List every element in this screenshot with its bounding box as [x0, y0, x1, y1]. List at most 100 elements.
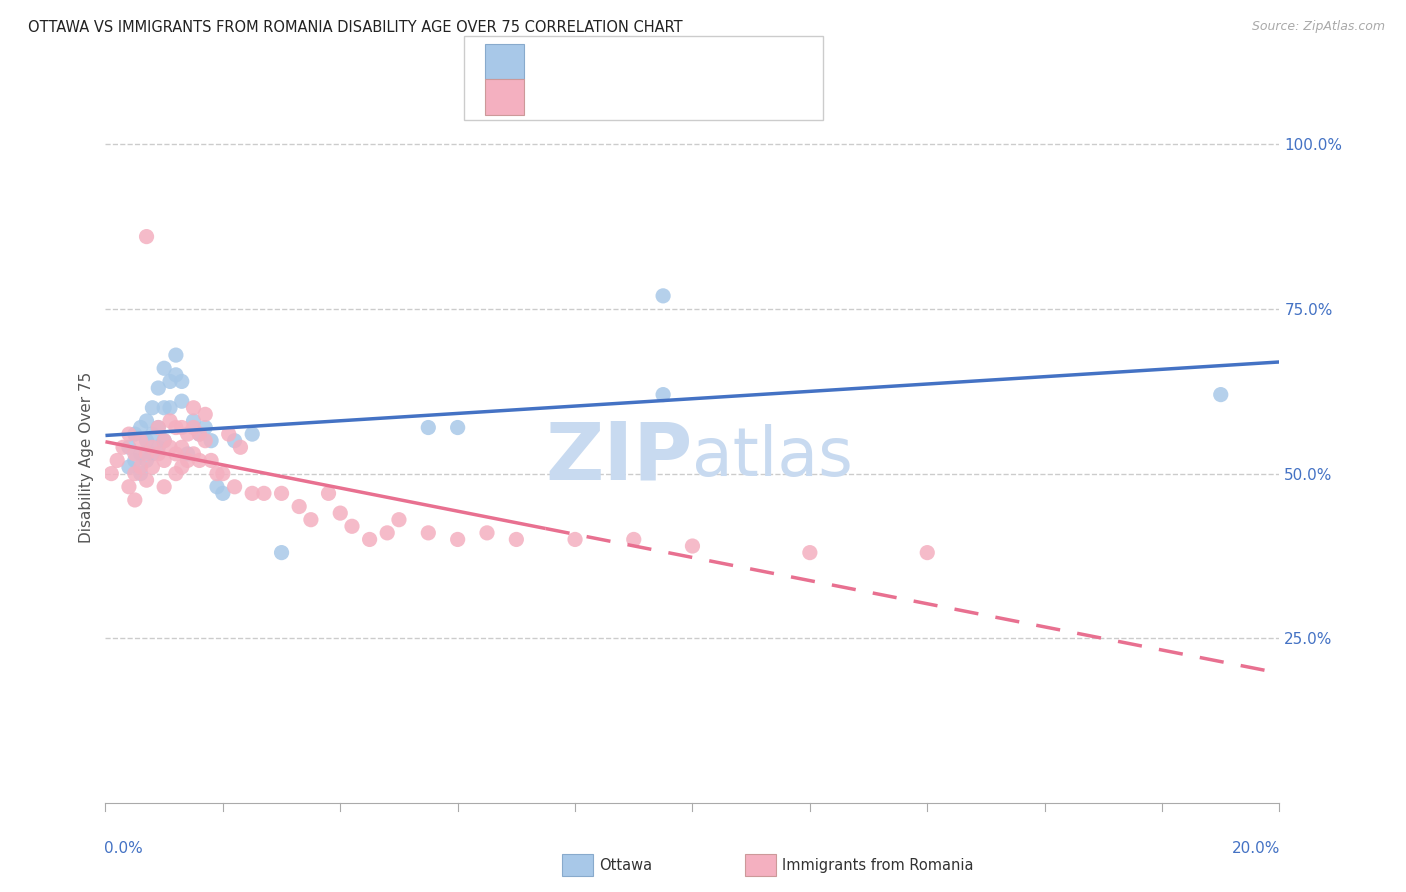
Point — [141, 460, 163, 475]
Point — [124, 453, 146, 467]
Point — [447, 420, 470, 434]
Point — [176, 447, 198, 461]
Point — [194, 420, 217, 434]
Point — [188, 453, 211, 467]
Point — [124, 447, 146, 461]
Text: atlas: atlas — [693, 425, 853, 490]
Point — [129, 467, 152, 481]
Point — [135, 453, 157, 467]
Point — [153, 401, 176, 415]
Point — [141, 440, 163, 454]
Text: 0.310: 0.310 — [581, 54, 628, 69]
Point — [124, 492, 146, 507]
Text: Immigrants from Romania: Immigrants from Romania — [782, 858, 973, 872]
Text: 20.0%: 20.0% — [1232, 841, 1281, 855]
Point — [288, 500, 311, 514]
Point — [505, 533, 527, 547]
Point — [194, 434, 217, 448]
Point — [135, 447, 157, 461]
Point — [165, 368, 187, 382]
Point — [623, 533, 645, 547]
Point — [188, 427, 211, 442]
Point — [188, 427, 211, 442]
Point — [153, 480, 176, 494]
Point — [682, 539, 704, 553]
Point — [141, 427, 163, 442]
Point — [105, 453, 128, 467]
Point — [148, 420, 170, 434]
Point — [170, 375, 193, 389]
Point — [129, 420, 152, 434]
Point — [153, 361, 176, 376]
Point — [299, 513, 322, 527]
Point — [418, 420, 440, 434]
Y-axis label: Disability Age Over 75: Disability Age Over 75 — [79, 372, 94, 542]
Point — [176, 427, 198, 442]
Text: Ottawa: Ottawa — [599, 858, 652, 872]
Point — [170, 460, 193, 475]
Point — [148, 440, 170, 454]
Text: Source: ZipAtlas.com: Source: ZipAtlas.com — [1251, 20, 1385, 33]
Point — [418, 525, 440, 540]
Point — [183, 414, 205, 428]
Point — [100, 467, 122, 481]
Point — [153, 434, 176, 448]
Point — [176, 453, 198, 467]
Point — [141, 447, 163, 461]
Point — [124, 427, 146, 442]
Point — [165, 420, 187, 434]
Point — [318, 486, 340, 500]
Point — [375, 525, 398, 540]
Point — [118, 460, 141, 475]
Point — [129, 434, 152, 448]
Point — [229, 440, 252, 454]
Text: 40: 40 — [685, 54, 706, 69]
Point — [183, 447, 205, 461]
Point — [153, 434, 176, 448]
Point — [124, 467, 146, 481]
Point — [652, 289, 675, 303]
Point — [218, 427, 240, 442]
Point — [129, 460, 152, 475]
Point — [135, 229, 157, 244]
Point — [183, 420, 205, 434]
Point — [153, 453, 176, 467]
Text: N =: N = — [640, 54, 669, 69]
Point — [240, 486, 263, 500]
Text: OTTAWA VS IMMIGRANTS FROM ROMANIA DISABILITY AGE OVER 75 CORRELATION CHART: OTTAWA VS IMMIGRANTS FROM ROMANIA DISABI… — [28, 20, 683, 35]
Point — [118, 440, 141, 454]
Text: 0.0%: 0.0% — [104, 841, 143, 855]
Text: ZIP: ZIP — [546, 418, 693, 496]
Point — [165, 447, 187, 461]
Point — [340, 519, 363, 533]
Point — [165, 467, 187, 481]
Point — [159, 440, 181, 454]
Point — [112, 440, 135, 454]
Point — [564, 533, 586, 547]
Point — [148, 447, 170, 461]
Point — [200, 453, 222, 467]
Point — [135, 414, 157, 428]
Point — [135, 473, 157, 487]
Point — [159, 375, 181, 389]
Point — [135, 434, 157, 448]
Point — [270, 546, 292, 560]
Point — [211, 467, 233, 481]
Point — [253, 486, 276, 500]
Text: R =: R = — [534, 54, 562, 69]
Point — [170, 394, 193, 409]
Point — [475, 525, 498, 540]
Point — [194, 408, 217, 422]
Point — [329, 506, 352, 520]
Point — [148, 381, 170, 395]
Point — [205, 480, 228, 494]
Point — [447, 533, 470, 547]
Point — [170, 440, 193, 454]
Point — [141, 401, 163, 415]
Point — [159, 401, 181, 415]
Point — [118, 427, 141, 442]
Point — [224, 434, 246, 448]
Point — [200, 434, 222, 448]
Point — [799, 546, 821, 560]
Point — [224, 480, 246, 494]
